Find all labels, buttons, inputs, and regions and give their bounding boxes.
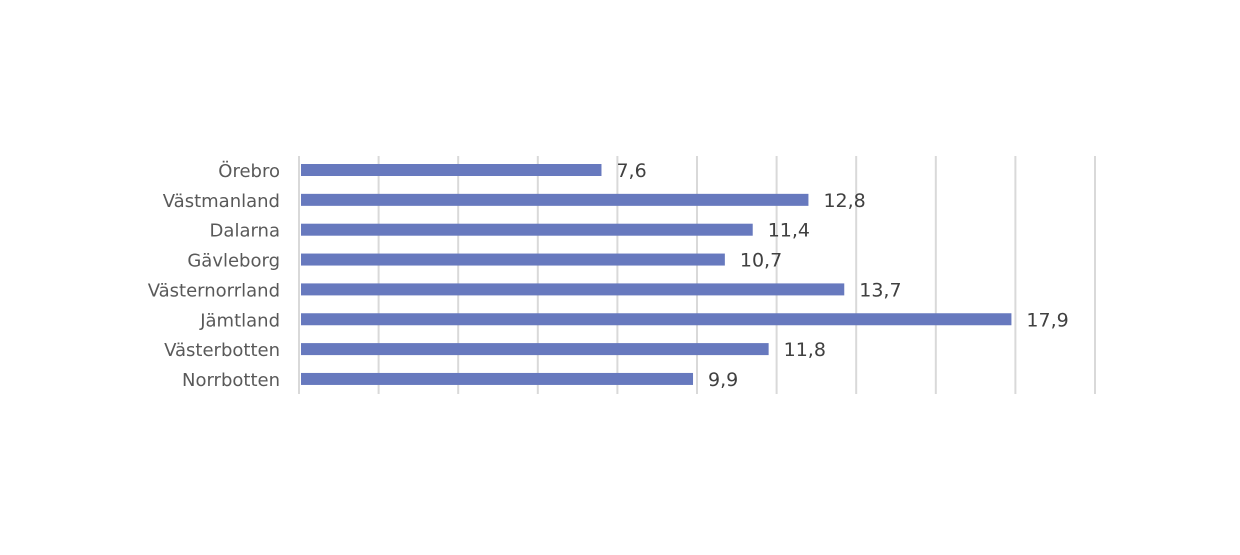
bar	[301, 193, 809, 206]
category-label: Västerbotten	[164, 340, 280, 361]
data-labels: 7,6 12,8 11,4 10,7 13,7 17,9 11,8 9,9	[616, 160, 1068, 391]
bar	[301, 164, 602, 176]
data-label: 9,9	[708, 369, 738, 391]
data-label: 13,7	[859, 279, 901, 301]
data-label: 7,6	[616, 160, 646, 182]
data-label: 12,8	[823, 190, 865, 212]
category-label: Dalarna	[210, 221, 280, 242]
category-label: Jämtland	[199, 310, 280, 331]
bar	[301, 313, 1012, 326]
bars	[301, 164, 1012, 385]
data-label: 17,9	[1026, 309, 1068, 331]
gridlines	[298, 156, 1096, 394]
category-label: Örebro	[218, 160, 280, 182]
bar	[301, 372, 694, 385]
bar	[301, 343, 769, 356]
category-label: Gävleborg	[187, 251, 280, 272]
category-label: Västmanland	[163, 191, 280, 212]
data-label: 11,4	[768, 220, 810, 242]
bar	[301, 253, 725, 266]
category-labels: Örebro Västmanland Dalarna Gävleborg Västern…	[148, 160, 280, 391]
category-label: Norrbotten	[182, 370, 280, 391]
data-label: 10,7	[740, 250, 782, 272]
bar	[301, 283, 845, 296]
data-label: 11,8	[784, 339, 826, 361]
category-label: Västernorrland	[148, 280, 280, 301]
bar	[301, 223, 753, 236]
